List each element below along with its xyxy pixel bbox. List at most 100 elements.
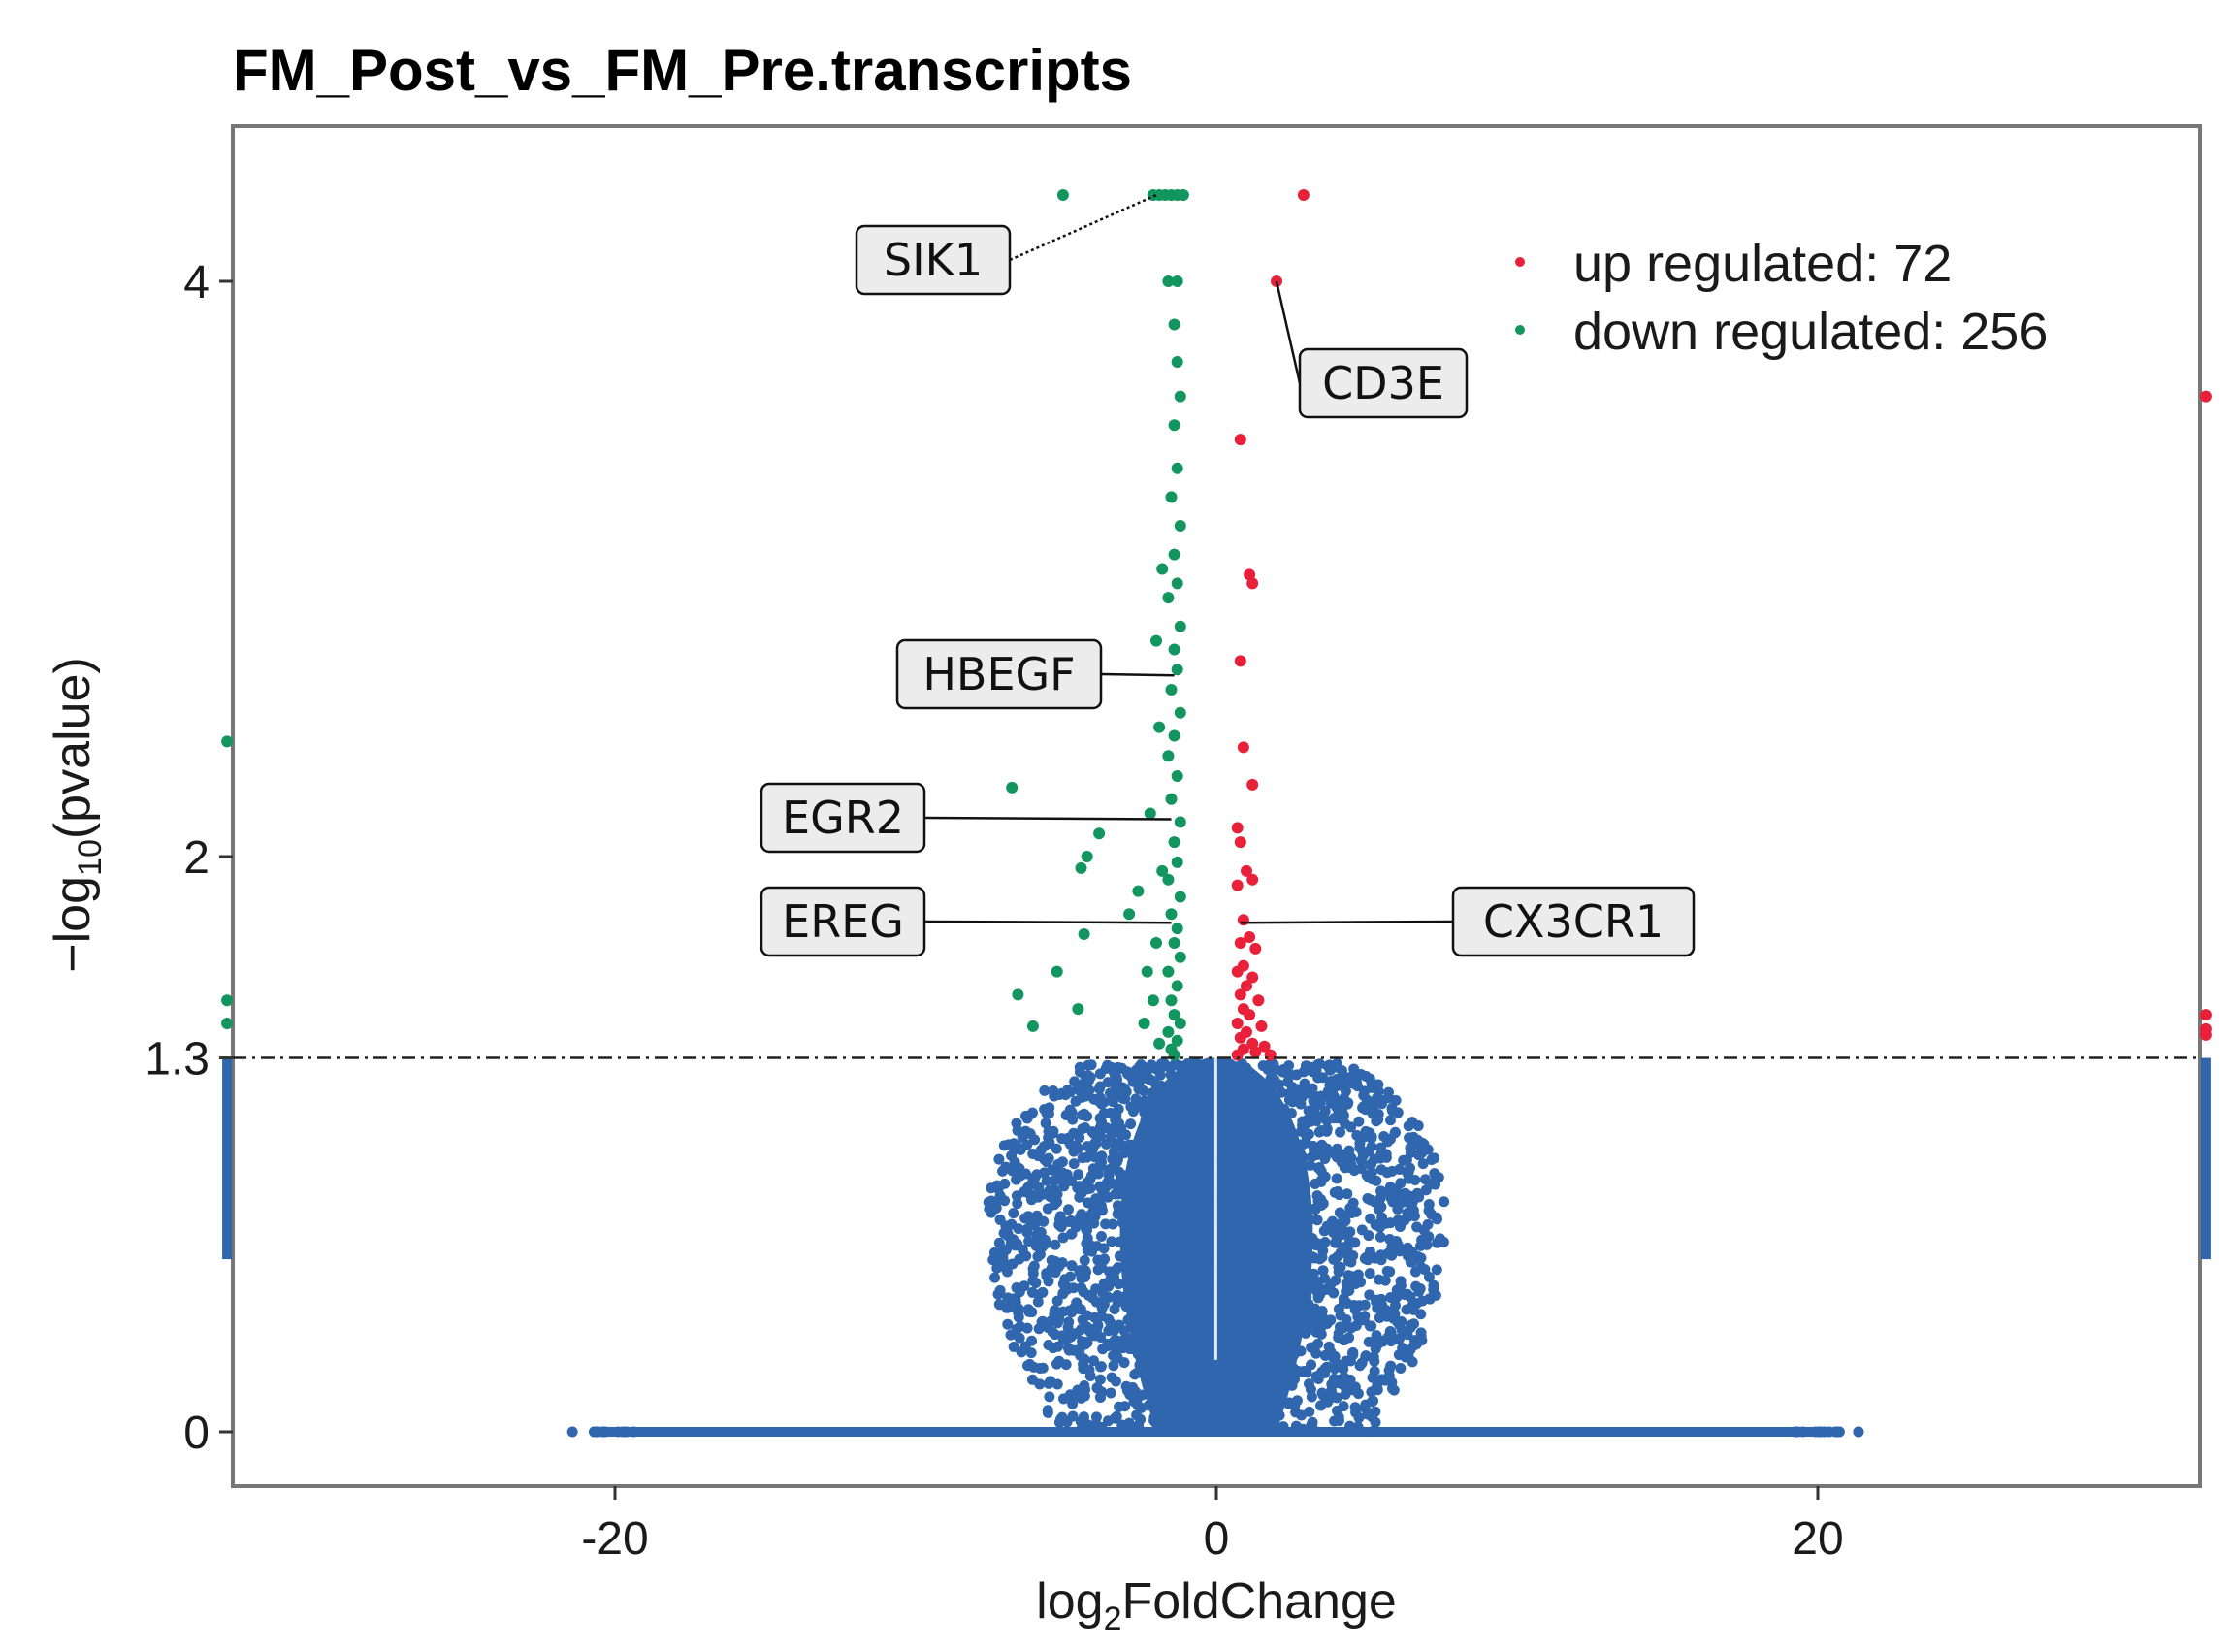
ns-point	[1386, 1382, 1398, 1394]
point-down-regulated	[1012, 988, 1024, 1001]
ns-point	[1381, 1186, 1393, 1198]
ns-point	[1178, 1397, 1189, 1409]
ns-point	[1328, 1227, 1340, 1239]
ns-point	[1258, 1093, 1270, 1105]
ns-point	[1014, 1286, 1025, 1298]
ns-point	[1149, 1377, 1161, 1388]
ns-point	[1098, 1108, 1110, 1119]
point-down-regulated	[1165, 684, 1178, 696]
point-down-regulated	[1168, 729, 1180, 742]
ns-point	[1200, 1139, 1212, 1150]
ns-point	[1349, 1402, 1361, 1413]
ns-point	[1093, 1194, 1105, 1206]
ns-point	[1238, 1200, 1249, 1212]
ns-point	[1146, 1199, 1157, 1211]
ns-point	[1113, 1208, 1124, 1219]
y-tick-label: 0	[183, 1408, 210, 1459]
ns-point	[1143, 1400, 1154, 1411]
x-tick-label: 0	[1204, 1513, 1230, 1565]
ns-point	[1375, 1249, 1387, 1261]
ns-point	[1034, 1248, 1046, 1260]
ns-point	[993, 1153, 1005, 1165]
ns-point	[1169, 1388, 1180, 1400]
ns-point	[1222, 1279, 1234, 1290]
ns-point	[1390, 1094, 1402, 1106]
ns-point	[1324, 1079, 1336, 1090]
ns-point	[1315, 1175, 1327, 1186]
ns-point	[1175, 1305, 1186, 1316]
ns-point	[1008, 1138, 1019, 1150]
ns-point	[1038, 1215, 1050, 1227]
ns-point	[1044, 1137, 1055, 1149]
ns-point	[1165, 1214, 1177, 1225]
ns-point	[1216, 1146, 1228, 1157]
ns-point	[1281, 1288, 1293, 1300]
ns-point	[1311, 1276, 1323, 1287]
ns-point	[1405, 1142, 1416, 1153]
ns-point	[1180, 1317, 1191, 1329]
ns-point	[1112, 1352, 1123, 1364]
point-down-regulated	[1171, 923, 1183, 935]
ns-point	[1355, 1163, 1367, 1175]
ns-point	[1853, 1426, 1864, 1438]
ns-point	[1091, 1382, 1103, 1394]
ns-point	[1369, 1355, 1380, 1367]
ns-point	[1270, 1200, 1281, 1212]
ns-point	[1183, 1158, 1195, 1170]
ns-point	[1257, 1321, 1269, 1333]
point-down-regulated	[1123, 908, 1136, 921]
ns-point	[1168, 1403, 1180, 1414]
ns-point	[1120, 1086, 1132, 1098]
ns-point	[1241, 1321, 1252, 1333]
ns-point	[1021, 1112, 1033, 1123]
point-down-regulated	[1171, 856, 1183, 868]
ns-point	[1409, 1266, 1421, 1278]
ns-point	[1220, 1372, 1232, 1383]
ns-point	[1002, 1318, 1014, 1330]
ns-point	[1375, 1164, 1387, 1176]
gene-label-box-ereg	[760, 886, 926, 957]
ns-point	[1416, 1335, 1428, 1346]
ns-point	[1015, 1320, 1026, 1332]
ns-point	[1360, 1399, 1372, 1410]
ns-point	[1037, 1286, 1049, 1298]
ns-point	[1405, 1162, 1416, 1174]
ns-point	[1251, 1221, 1263, 1233]
ns-point	[1231, 1260, 1243, 1272]
ns-point	[1034, 1378, 1046, 1390]
ns-point	[1168, 1264, 1180, 1276]
point-up-regulated	[1234, 836, 1246, 849]
ns-point	[1333, 1303, 1344, 1314]
ns-point	[1167, 1084, 1179, 1095]
ns-point	[1094, 1068, 1106, 1080]
ns-point	[1237, 1078, 1248, 1089]
ns-point	[1008, 1208, 1019, 1219]
point-down-regulated	[1174, 706, 1186, 719]
ns-point	[1128, 1331, 1140, 1343]
ns-point	[1282, 1368, 1294, 1379]
ns-point	[1137, 1144, 1148, 1155]
ns-point	[1302, 1249, 1313, 1261]
ns-point	[1389, 1300, 1401, 1312]
ns-point	[1261, 1280, 1273, 1292]
ns-point	[1084, 1144, 1096, 1155]
ns-point	[1238, 1098, 1249, 1110]
point-down-regulated	[1174, 390, 1186, 403]
ns-point	[1302, 1300, 1313, 1312]
ns-point	[1143, 1343, 1154, 1354]
point-down-regulated	[1162, 592, 1175, 604]
ns-point	[1383, 1086, 1395, 1098]
ns-point	[1094, 1081, 1106, 1092]
legend-down-label: down regulated: 256	[1573, 303, 2048, 361]
ns-point	[1230, 1153, 1242, 1165]
ns-point	[1286, 1082, 1298, 1093]
point-down-regulated	[1072, 1003, 1084, 1016]
legend: up regulated: 72 down regulated: 256	[1515, 235, 2048, 361]
ns-point	[1280, 1241, 1292, 1252]
y-tick-label: 2	[183, 832, 210, 884]
ns-point	[1364, 1268, 1375, 1279]
ns-point	[1120, 1380, 1132, 1392]
ns-point	[1131, 1177, 1143, 1188]
point-up-regulated	[1246, 873, 1259, 886]
ns-point	[1181, 1284, 1193, 1296]
